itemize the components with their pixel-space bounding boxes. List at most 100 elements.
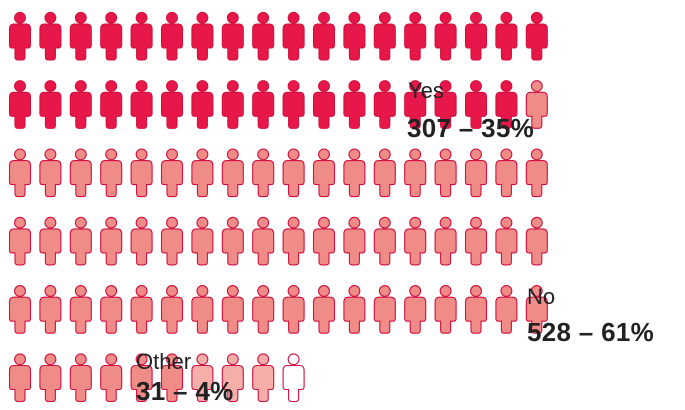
person-icon-no — [39, 353, 62, 403]
person-icon-no — [404, 148, 427, 198]
person-icon-no — [495, 216, 518, 266]
person-icon-yes — [100, 11, 123, 61]
no-value-label: 528 – 61% — [527, 317, 655, 347]
person-icon-no — [343, 285, 366, 334]
person-icon-yes — [8, 11, 32, 61]
person-icon-yes — [495, 80, 518, 129]
person-icon-yes — [160, 80, 184, 129]
person-icon-no — [252, 148, 275, 198]
person-icon-no — [130, 216, 153, 266]
person-icon-yes — [404, 80, 427, 129]
person-icon-yes — [464, 80, 488, 129]
person-icon-no — [8, 216, 32, 266]
no-label: No — [527, 284, 556, 309]
person-icon-yes — [495, 11, 518, 61]
person-icon-no — [252, 285, 275, 334]
person-icon-yes — [312, 80, 336, 129]
person-icon-no — [373, 216, 396, 266]
other-label: Other — [136, 349, 192, 374]
person-icon-no — [464, 216, 488, 266]
person-icon-yes — [343, 80, 366, 129]
person-icon-no — [343, 148, 366, 198]
person-icon-no — [343, 216, 366, 266]
person-icon-no — [404, 285, 427, 334]
person-icon-no — [69, 285, 92, 334]
yes-label: Yes — [408, 78, 444, 103]
person-icon-yes — [191, 80, 214, 129]
person-icon-no — [282, 216, 305, 266]
person-icon-no — [252, 216, 275, 266]
person-icon-no — [8, 285, 32, 334]
person-icon-no — [100, 148, 123, 198]
person-icon-no — [282, 148, 305, 198]
person-icon-no — [464, 148, 488, 198]
person-icon-yes — [282, 11, 305, 61]
person-icon-yes — [39, 11, 62, 61]
person-icon-yes — [373, 11, 396, 61]
person-icon-yes — [69, 11, 92, 61]
person-icon-no — [525, 285, 548, 334]
person-icon-no — [160, 285, 184, 334]
person-icon-yes — [373, 80, 396, 129]
person-icon-other — [252, 353, 275, 403]
person-icon-no — [282, 285, 305, 334]
yes-value-label: 307 – 35% — [407, 113, 535, 143]
person-icon-no — [8, 148, 32, 198]
person-icon-yes — [160, 11, 184, 61]
person-icon-yes — [221, 11, 244, 61]
person-icon-other — [221, 353, 244, 403]
person-icon-no — [464, 285, 488, 334]
person-icon-no — [130, 148, 153, 198]
person-icon-no — [130, 285, 153, 334]
person-icon-yes — [221, 80, 244, 129]
person-icon-no — [373, 148, 396, 198]
person-icon-no — [525, 216, 548, 266]
person-icon-yes — [282, 80, 305, 129]
person-icon-yes — [100, 80, 123, 129]
person-icon-yes — [343, 11, 366, 61]
person-icon-no — [312, 285, 336, 334]
person-icon-no — [39, 285, 62, 334]
person-icon-no — [130, 353, 153, 403]
person-icon-no — [160, 148, 184, 198]
person-icon-no — [69, 216, 92, 266]
person-icon-no — [312, 216, 336, 266]
person-icon-no — [221, 216, 244, 266]
person-icon-no — [160, 353, 184, 403]
person-icon-no — [69, 353, 92, 403]
person-icon-no — [160, 216, 184, 266]
person-icon-no — [69, 148, 92, 198]
person-icon-yes — [252, 80, 275, 129]
person-icon-yes — [130, 11, 153, 61]
person-icon-no — [100, 353, 123, 403]
person-icon-no — [221, 148, 244, 198]
person-icon-no — [39, 216, 62, 266]
person-icon-no — [191, 148, 214, 198]
person-icon-no — [373, 285, 396, 334]
person-icon-no — [191, 216, 214, 266]
person-icon-yes — [525, 11, 548, 61]
person-icon-no — [434, 216, 457, 266]
person-icon-no — [8, 353, 32, 403]
other-value-label: 31 – 4% — [136, 376, 234, 406]
person-icon-no — [404, 216, 427, 266]
person-icon-no — [191, 285, 214, 334]
person-icon-no — [221, 285, 244, 334]
person-icon-no — [312, 148, 336, 198]
person-icon-yes — [434, 80, 457, 129]
person-icon-yes — [69, 80, 92, 129]
person-icon-no — [39, 148, 62, 198]
person-icon-yes — [464, 11, 488, 61]
person-icon-yes — [8, 80, 32, 129]
person-icon-yes — [434, 11, 457, 61]
person-icon-yes — [252, 11, 275, 61]
person-icon-no — [434, 285, 457, 334]
person-icon-yes — [191, 11, 214, 61]
person-icon-no — [495, 148, 518, 198]
person-icon-no — [434, 148, 457, 198]
person-icon-other — [191, 353, 214, 403]
person-icon-yes — [312, 11, 336, 61]
person-icon-no — [100, 216, 123, 266]
